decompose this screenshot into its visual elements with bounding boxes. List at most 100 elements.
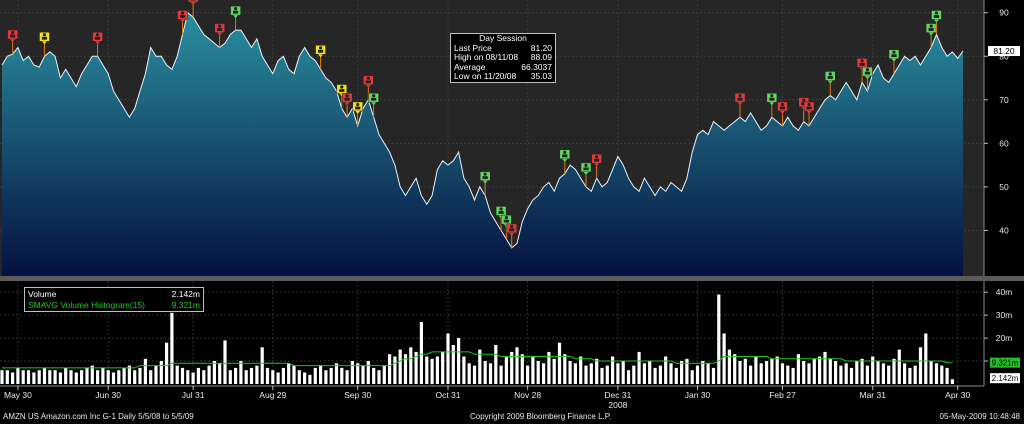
volume-bar — [759, 363, 763, 384]
volume-value-tag-label: 2.142m — [992, 374, 1019, 383]
volume-bar — [111, 372, 116, 384]
volume-bar — [372, 367, 376, 384]
panel-separator[interactable] — [0, 276, 1024, 281]
volume-bar — [626, 370, 631, 384]
volume-bar — [133, 370, 137, 384]
volume-bar — [223, 340, 227, 384]
volume-bar — [526, 365, 530, 384]
event-marker-red[interactable] — [187, 0, 199, 18]
price-tick-label: 40 — [999, 225, 1009, 235]
volume-bar — [127, 365, 131, 384]
volume-bar — [138, 367, 142, 384]
event-marker-yellow[interactable] — [39, 32, 50, 57]
event-marker-green[interactable] — [368, 92, 379, 118]
event-marker-red[interactable] — [7, 29, 18, 55]
event-marker-green[interactable] — [559, 149, 571, 174]
event-marker-red[interactable] — [777, 101, 788, 126]
event-marker-yellow[interactable] — [352, 101, 363, 126]
volume-bar — [37, 370, 41, 384]
event-marker-green[interactable] — [862, 66, 873, 92]
volume-bar — [531, 356, 535, 384]
volume-bar — [568, 361, 572, 384]
volume-bar — [727, 349, 731, 384]
volume-bar — [249, 367, 254, 384]
event-marker-green[interactable] — [825, 71, 836, 96]
volume-bar — [218, 363, 222, 384]
volume-bar — [106, 370, 110, 384]
volume-bar — [265, 367, 270, 384]
volume-bar — [695, 365, 700, 384]
volume-tick-label: 20m — [996, 333, 1013, 343]
volume-bar — [934, 363, 939, 384]
volume-bar — [945, 367, 949, 384]
event-marker-red[interactable] — [803, 101, 815, 126]
event-marker-green[interactable] — [766, 92, 778, 118]
event-marker-green[interactable] — [230, 5, 241, 31]
event-marker-red[interactable] — [177, 10, 188, 35]
x-tick-label: Jan 30 — [685, 390, 711, 400]
volume-bar — [488, 363, 493, 384]
event-marker-green[interactable] — [888, 49, 900, 74]
volume-bar — [255, 365, 259, 384]
volume-bar — [642, 363, 646, 384]
volume-bar — [887, 365, 891, 384]
event-marker-red[interactable] — [214, 23, 225, 48]
volume-bar — [536, 361, 540, 384]
event-marker-red[interactable] — [734, 92, 746, 118]
volume-bar — [382, 365, 386, 384]
volume-bar — [191, 372, 195, 384]
volume-bar — [478, 349, 482, 384]
volume-bar — [849, 367, 854, 384]
volume-bar — [860, 358, 864, 385]
volume-bar — [180, 367, 185, 384]
x-year-label: 2008 — [608, 400, 627, 410]
price-tick-label: 80 — [999, 51, 1009, 61]
price-area — [2, 12, 963, 276]
event-marker-yellow[interactable] — [315, 45, 326, 70]
volume-bar — [807, 363, 811, 384]
event-marker-green[interactable] — [479, 171, 491, 196]
volume-bar — [329, 367, 333, 384]
volume-bar — [42, 367, 47, 384]
event-marker-green[interactable] — [931, 10, 942, 35]
volume-bar — [611, 356, 615, 384]
event-marker-red[interactable] — [591, 153, 602, 179]
volume-bar — [430, 358, 434, 385]
volume-bar — [812, 358, 816, 385]
volume-bar — [425, 356, 429, 384]
volume-bar — [690, 370, 694, 384]
event-marker-red[interactable] — [341, 92, 353, 118]
volume-bar — [85, 367, 89, 384]
x-tick-label: Mar 31 — [860, 390, 887, 400]
volume-bar — [74, 372, 78, 384]
event-marker-red[interactable] — [506, 223, 517, 248]
volume-bar — [929, 361, 933, 384]
volume-bar — [271, 370, 275, 384]
x-tick-label: Aug 29 — [259, 390, 286, 400]
volume-bar — [101, 367, 105, 384]
event-marker-red[interactable] — [363, 75, 374, 100]
volume-bar — [472, 365, 477, 384]
volume-bar — [504, 356, 508, 384]
volume-bar — [90, 365, 94, 384]
volume-bar — [244, 370, 248, 384]
volume-bar — [796, 354, 800, 384]
event-marker-red[interactable] — [92, 32, 103, 57]
volume-bar — [924, 333, 928, 384]
volume-bar — [207, 365, 211, 384]
volume-bar — [557, 342, 562, 384]
volume-bar — [818, 356, 822, 384]
volume-bar — [876, 361, 880, 384]
volume-bar — [786, 365, 790, 384]
volume-bar — [414, 351, 418, 384]
volume-bar — [64, 367, 68, 384]
volume-bar — [159, 361, 163, 384]
volume-bar — [834, 361, 838, 384]
volume-bar — [605, 365, 609, 384]
event-marker-green[interactable] — [580, 162, 592, 187]
event-marker-red[interactable] — [856, 58, 868, 83]
volume-bar — [345, 370, 349, 384]
volume-bar — [170, 312, 174, 384]
volume-bar — [658, 365, 662, 384]
volume-bar — [165, 342, 169, 384]
